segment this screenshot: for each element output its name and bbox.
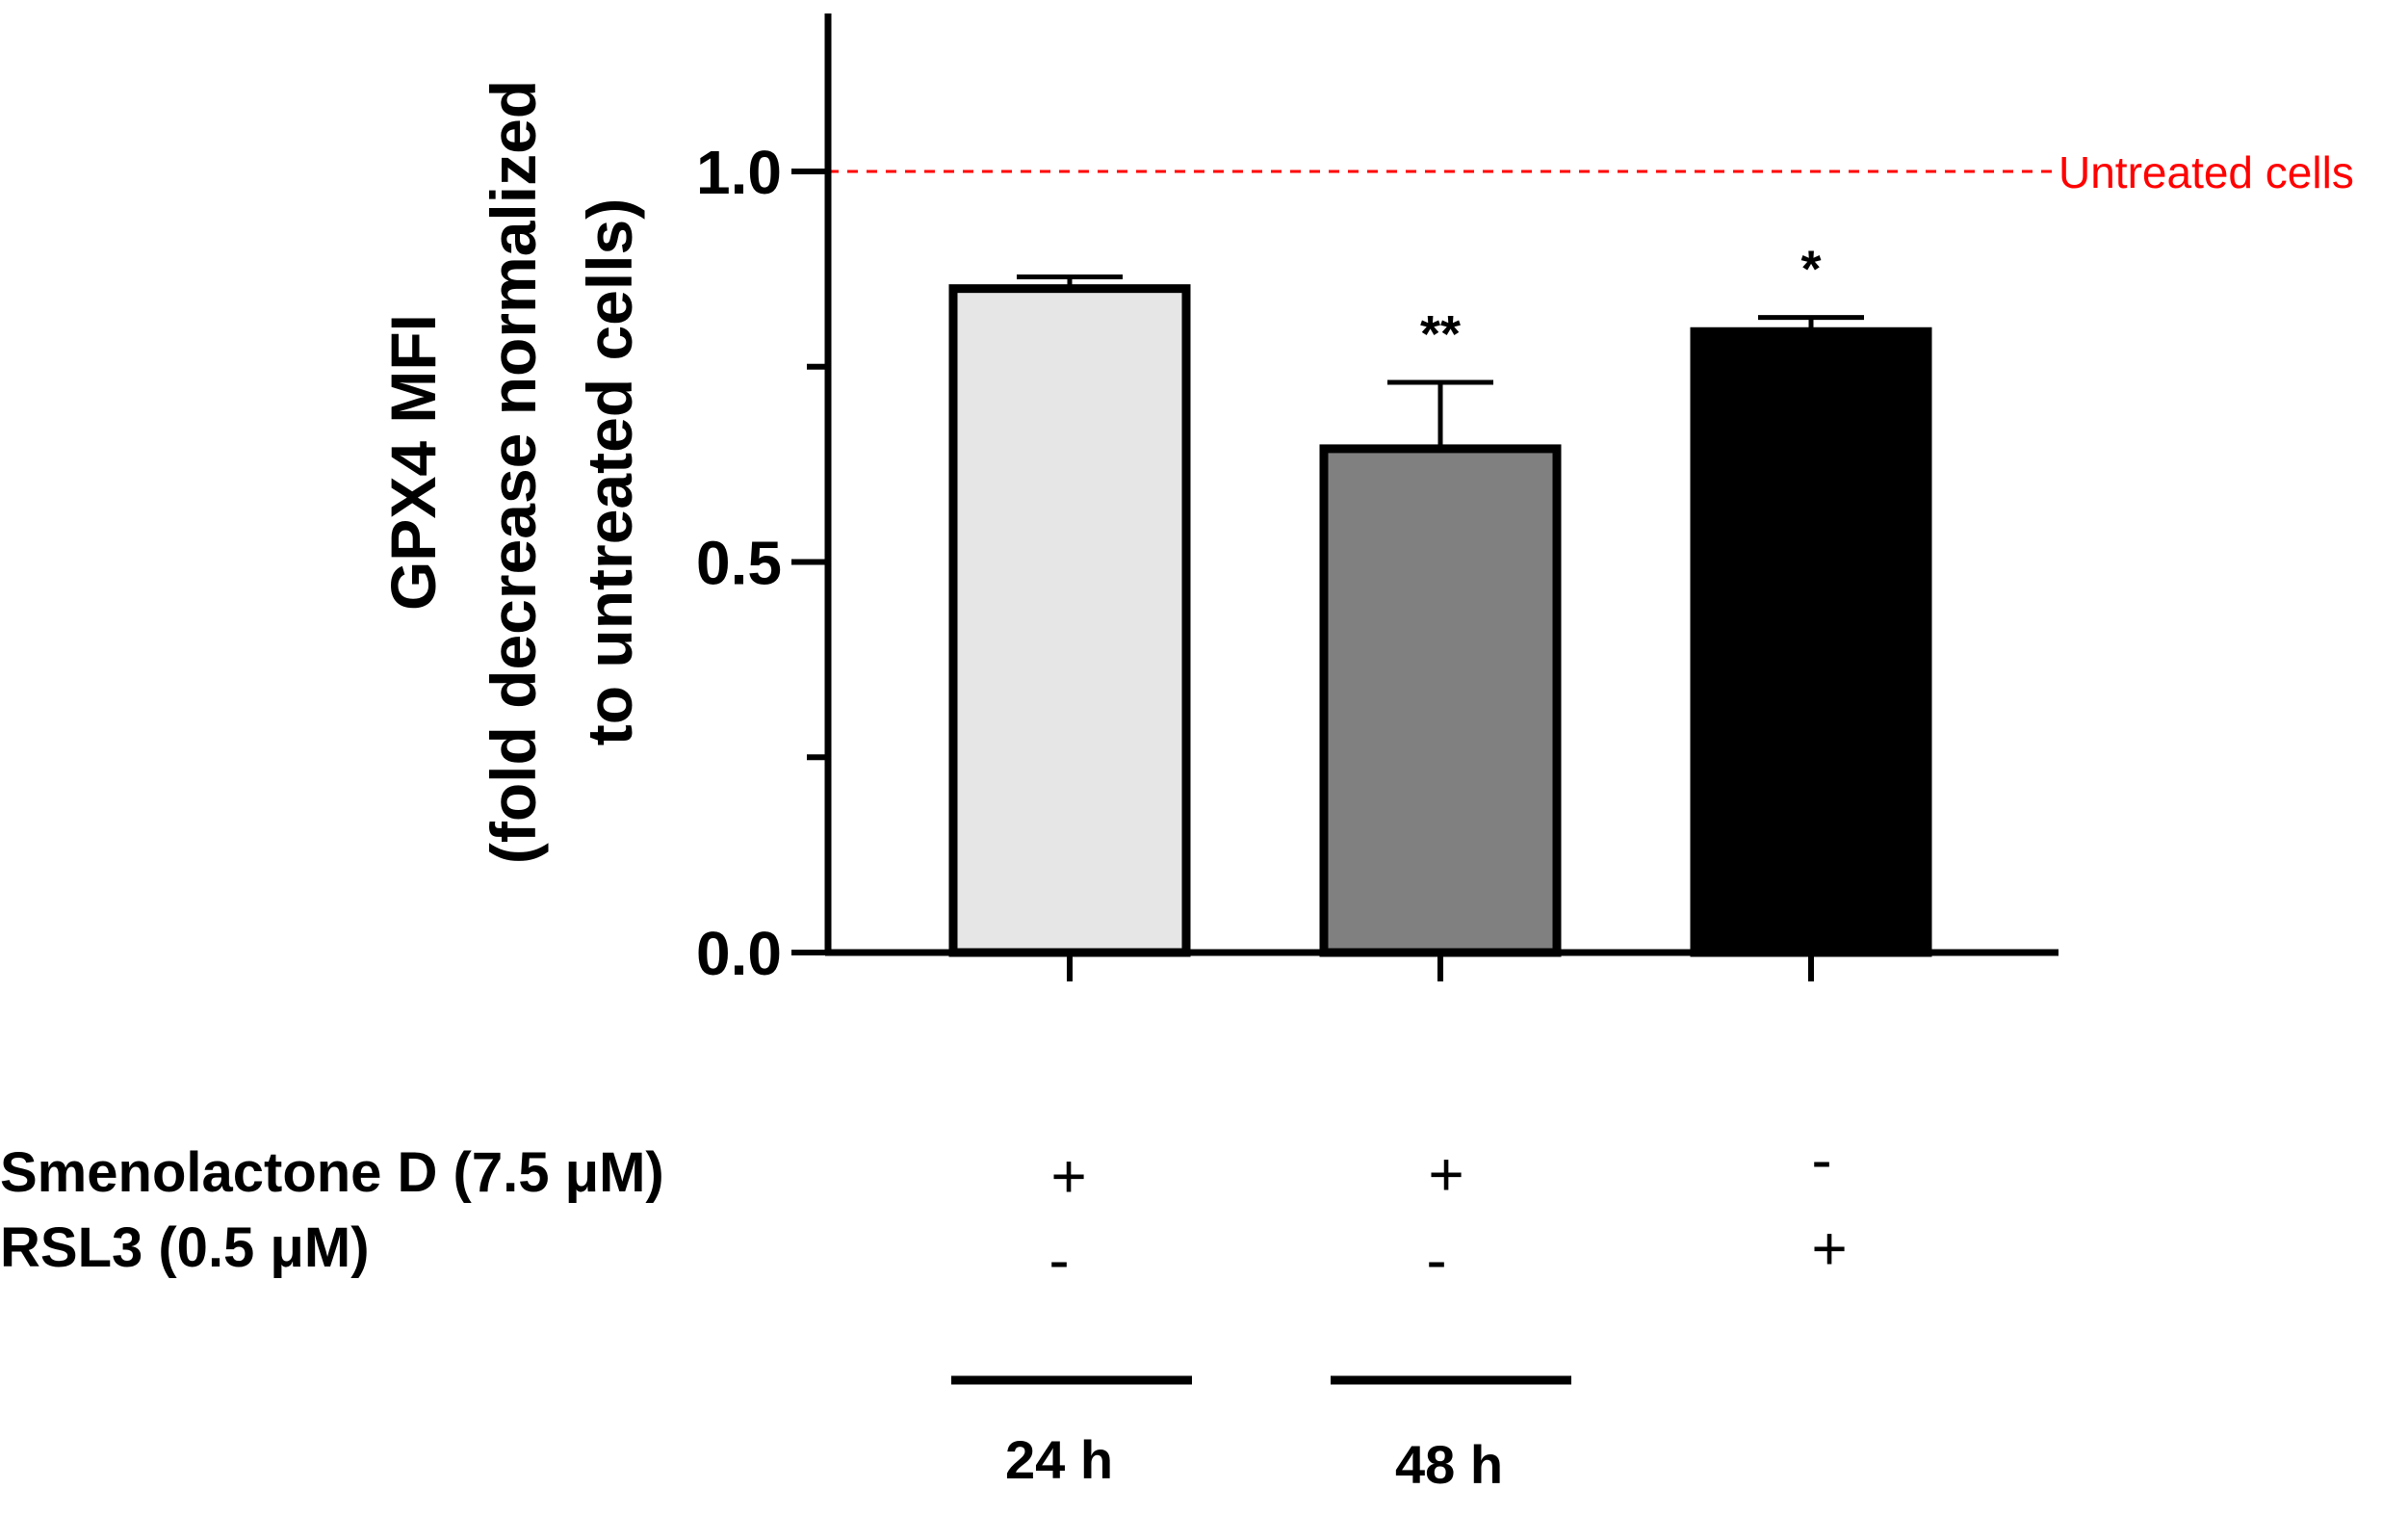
y-tick-label: 0.0 bbox=[696, 919, 782, 988]
bar bbox=[1319, 444, 1562, 957]
treatment-table: Smenolactone D (7.5 μM) RSL3 (0.5 μM) + … bbox=[0, 1125, 1848, 1294]
treatment-sign: + bbox=[1428, 1139, 1463, 1209]
bar bbox=[948, 284, 1191, 957]
treatment-sign: - bbox=[1426, 1225, 1446, 1294]
treatment-label-rsl3: RSL3 (0.5 μM) bbox=[0, 1216, 370, 1279]
y-axis-title-line-3: to untreated cells) bbox=[574, 198, 645, 745]
significance-markers: ** * bbox=[1420, 241, 1822, 363]
treatment-sign: - bbox=[1049, 1225, 1069, 1294]
treatment-sign: - bbox=[1811, 1125, 1831, 1194]
reference-line-label: Untreated cells bbox=[2058, 147, 2354, 197]
y-tick-labels: 0.0 0.5 1.0 bbox=[696, 138, 782, 988]
significance-marker: * bbox=[1800, 241, 1821, 299]
y-axis-title-line-1: GPX4 MFI bbox=[377, 314, 449, 611]
time-group-label-48h: 48 h bbox=[1395, 1434, 1503, 1495]
bar bbox=[1690, 327, 1932, 957]
y-tick-label: 1.0 bbox=[696, 138, 782, 207]
time-group-label-24h: 24 h bbox=[1005, 1429, 1113, 1490]
y-axis-title-line-2: (fold decrease normalized bbox=[478, 80, 549, 864]
significance-marker: ** bbox=[1420, 305, 1461, 363]
treatment-sign: + bbox=[1050, 1141, 1086, 1211]
y-tick-label: 0.5 bbox=[696, 529, 782, 598]
treatment-sign: + bbox=[1811, 1214, 1847, 1283]
y-axis-title: GPX4 MFI (fold decrease normalized to un… bbox=[377, 80, 645, 864]
time-groups: 24 h 48 h bbox=[951, 1375, 1571, 1495]
treatment-label-smenolactone: Smenolactone D (7.5 μM) bbox=[0, 1141, 664, 1204]
